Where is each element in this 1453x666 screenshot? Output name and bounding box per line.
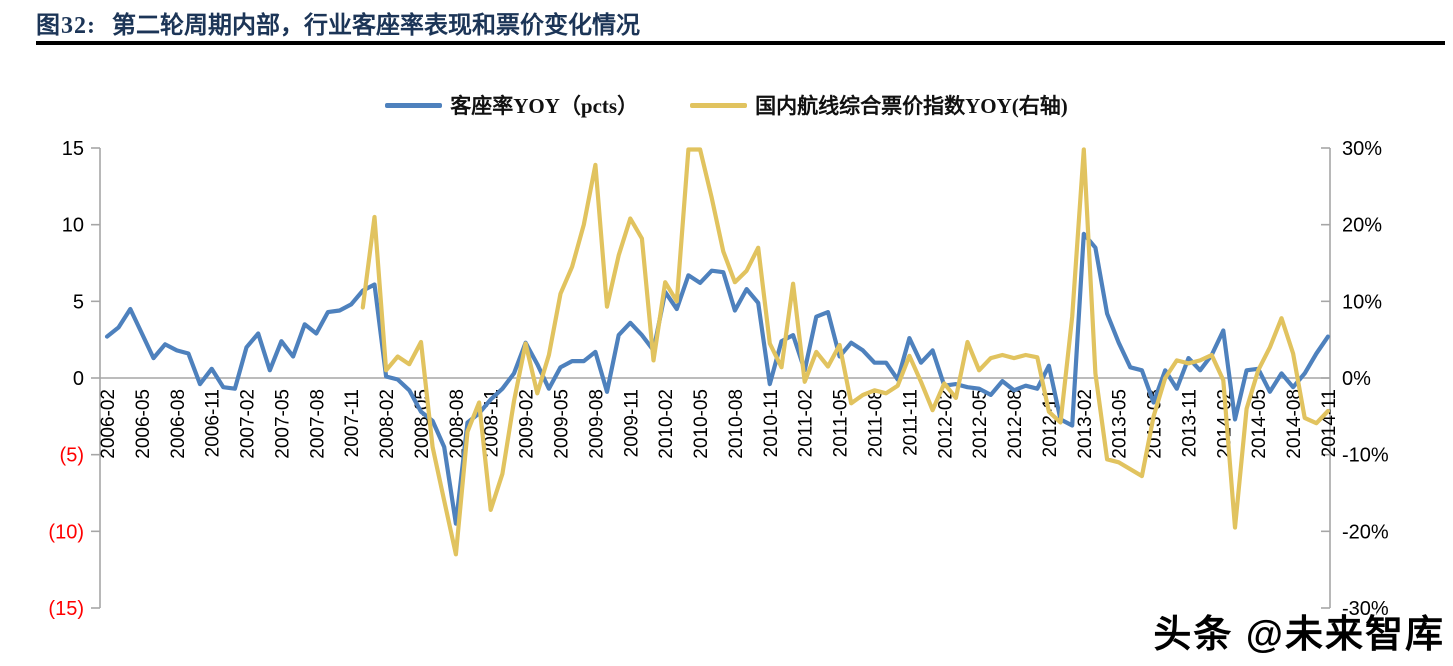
title-underline: [36, 41, 1445, 45]
x-axis-tick-label: 2012-08: [1005, 389, 1026, 459]
x-axis-tick-label: 2014-05: [1249, 389, 1270, 459]
x-axis-tick-label: 2013-11: [1179, 389, 1200, 457]
left-axis-tick-label: 0: [73, 368, 84, 390]
x-axis-tick-label: 2011-08: [865, 389, 886, 457]
price-index-line-swatch: [690, 102, 748, 108]
left-axis-tick-label: 10: [62, 215, 84, 237]
figure-number: 图32:: [36, 13, 96, 39]
left-axis-tick-label: (15): [48, 598, 84, 620]
left-axis-tick-label: 15: [62, 138, 84, 160]
load-factor-legend-label: 客座率YOY（pcts）: [450, 94, 639, 118]
right-axis-tick-label: -10%: [1342, 445, 1389, 467]
x-axis-tick-label: 2014-08: [1284, 389, 1305, 459]
x-axis-tick-label: 2012-02: [935, 389, 956, 459]
legend-item-load-factor: 客座率YOY（pcts）: [385, 90, 638, 120]
right-axis-tick-label: 10%: [1342, 291, 1382, 313]
x-axis-tick-label: 2007-02: [238, 389, 259, 459]
x-axis-tick-label: 2013-05: [1110, 389, 1131, 459]
left-axis-tick-label: (10): [48, 521, 84, 543]
chart-legend: 客座率YOY（pcts） 国内航线综合票价指数YOY(右轴): [0, 90, 1453, 120]
x-axis-tick-label: 2008-08: [447, 389, 468, 459]
x-axis-tick-label: 2010-11: [761, 389, 782, 457]
x-axis-tick-label: 2008-02: [377, 389, 398, 459]
x-axis-tick-label: 2009-02: [517, 389, 538, 459]
x-axis-tick-label: 2011-02: [796, 389, 817, 457]
x-axis-tick-label: 2009-05: [552, 389, 573, 459]
right-axis-tick-label: 30%: [1342, 138, 1382, 160]
left-axis-tick-label: 5: [73, 291, 84, 313]
x-axis-tick-label: 2010-08: [726, 389, 747, 459]
x-axis-tick-label: 2007-05: [272, 389, 293, 459]
price-index-legend-label: 国内航线综合票价指数YOY(右轴): [755, 94, 1068, 118]
x-axis-tick-label: 2006-02: [98, 389, 119, 459]
x-axis-tick-label: 2007-11: [342, 389, 363, 457]
x-axis-tick-label: 2006-05: [133, 389, 154, 459]
x-axis-tick-label: 2006-08: [168, 389, 189, 459]
x-axis-tick-label: 2009-08: [586, 389, 607, 459]
figure-title: 图32: 第二轮周期内部，行业客座率表现和票价变化情况: [36, 5, 640, 40]
right-axis-tick-label: 0%: [1342, 368, 1371, 390]
x-axis-tick-label: 2011-05: [831, 389, 852, 457]
x-axis-tick-label: 2010-02: [656, 389, 677, 459]
x-axis-tick-label: 2009-11: [621, 389, 642, 457]
right-axis-tick-label: -20%: [1342, 521, 1389, 543]
x-axis-tick-label: 2006-11: [203, 389, 224, 457]
x-axis-tick-label: 2011-11: [900, 389, 921, 456]
load-factor-line-swatch: [385, 102, 443, 108]
load-factor-yoy-line: [104, 231, 1331, 526]
price-index-yoy-line: [360, 147, 1331, 557]
x-axis-tick-label: 2010-05: [691, 389, 712, 459]
x-axis-tick-label: 2007-08: [307, 389, 328, 459]
right-axis-tick-label: -30%: [1342, 598, 1389, 620]
left-axis-tick-label: (5): [60, 445, 84, 467]
x-axis-tick-label: 2013-02: [1075, 389, 1096, 459]
x-axis-tick-label: 2014-11: [1319, 389, 1340, 457]
right-axis-tick-label: 20%: [1342, 215, 1382, 237]
legend-item-price-index: 国内航线综合票价指数YOY(右轴): [690, 90, 1068, 120]
figure-title-text: 第二轮周期内部，行业客座率表现和票价变化情况: [112, 13, 640, 39]
watermark-text: 头条 @未来智库: [1153, 614, 1445, 656]
x-axis-tick-label: 2012-05: [970, 389, 991, 459]
